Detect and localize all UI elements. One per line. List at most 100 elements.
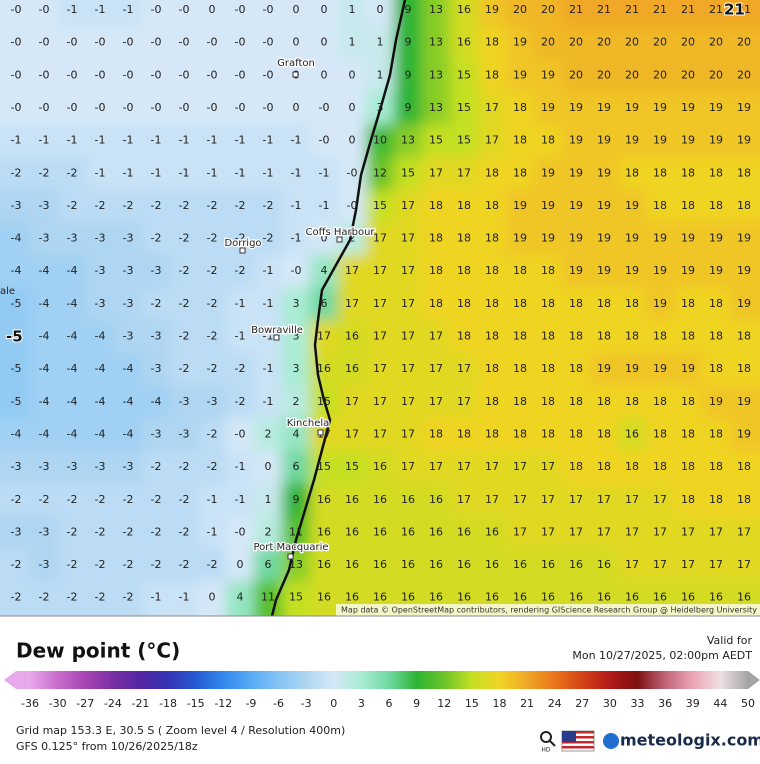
grid-value: 18	[541, 264, 555, 277]
field-cell	[58, 0, 87, 28]
field-cell	[114, 124, 143, 158]
grid-value: -0	[263, 101, 274, 114]
grid-value: 18	[653, 460, 667, 473]
grid-value: 0	[377, 3, 384, 16]
grid-value: 17	[709, 525, 723, 538]
grid-value: -1	[123, 3, 134, 16]
field-cell	[366, 254, 395, 289]
grid-value: 18	[457, 427, 471, 440]
field-cell	[198, 254, 227, 289]
search-icon[interactable]: HD	[540, 731, 556, 754]
grid-value: 0	[321, 232, 328, 245]
grid-value: 18	[569, 427, 583, 440]
grid-value: 17	[653, 525, 667, 538]
place-label: Port Macquarie	[253, 542, 328, 553]
field	[0, 0, 760, 616]
grid-value: 18	[597, 330, 611, 343]
grid-value: -1	[263, 330, 274, 343]
grid-value: -1	[263, 166, 274, 179]
field-cell	[58, 26, 87, 60]
place-label: Dorrigo	[224, 238, 261, 249]
field-cell	[142, 0, 171, 28]
field-cell	[618, 189, 647, 224]
field-cell	[702, 0, 731, 28]
grid-value: -3	[123, 232, 134, 245]
place-marker	[336, 236, 343, 243]
field-cell	[590, 516, 619, 550]
grid-value: -2	[207, 297, 218, 310]
grid-value: -5	[11, 330, 22, 343]
grid-value: 20	[653, 36, 667, 49]
field-cell	[226, 156, 255, 191]
grid-value: 17	[373, 264, 387, 277]
grid-value: 18	[709, 330, 723, 343]
grid-value: 2	[265, 525, 272, 538]
colorbar-label: 3	[358, 697, 365, 710]
field-cell	[282, 189, 311, 224]
grid-value: 15	[401, 166, 415, 179]
field-cell	[142, 124, 171, 158]
grid-value: -2	[179, 525, 190, 538]
grid-value: -2	[235, 232, 246, 245]
field-cell	[30, 222, 59, 256]
flag-us[interactable]	[561, 730, 595, 752]
brand[interactable]: meteologix.com	[620, 731, 760, 750]
grid-value: -2	[179, 297, 190, 310]
grid-value: -0	[39, 36, 50, 49]
field-cell	[142, 189, 171, 224]
field-cell	[226, 483, 255, 518]
grid-value: 16	[401, 525, 415, 538]
grid-value: 1	[265, 493, 272, 506]
grid-value: -0	[263, 68, 274, 81]
field-cell	[0, 320, 31, 354]
field-cell	[478, 222, 507, 256]
grid-value: 19	[653, 101, 667, 114]
colorbar-label: -27	[76, 697, 94, 710]
grid-value: 18	[653, 166, 667, 179]
grid-value: 17	[401, 362, 415, 375]
field-cell	[562, 58, 591, 93]
field-cell	[366, 287, 395, 322]
attribution: Map data © OpenStreetMap contributors, r…	[341, 606, 757, 615]
colorbar-label: 50	[741, 697, 755, 710]
field-cell	[30, 124, 59, 158]
field-cell	[142, 483, 171, 518]
field-cell	[730, 26, 760, 60]
field-cell	[226, 548, 255, 583]
grid-value: 18	[429, 232, 443, 245]
field-cell	[394, 450, 423, 485]
grid-value: 16	[709, 591, 723, 604]
grid-value: 19	[653, 362, 667, 375]
field-cell	[254, 156, 283, 191]
grid-value: -2	[151, 460, 162, 473]
field-cell	[142, 58, 171, 93]
grid-value: -1	[151, 134, 162, 147]
grid-value: 21	[709, 3, 723, 16]
grid-value: -3	[95, 297, 106, 310]
field-cell	[730, 287, 760, 322]
colorbar-label: -6	[273, 697, 284, 710]
grid-value: 17	[513, 460, 527, 473]
grid-value: 17	[457, 395, 471, 408]
field-cell	[310, 58, 339, 93]
field-cell	[114, 58, 143, 93]
grid-value: -3	[39, 525, 50, 538]
field-cell	[0, 124, 31, 158]
grid-value: 13	[429, 36, 443, 49]
field-cell	[58, 418, 87, 452]
field-cell	[646, 320, 675, 354]
field-cell	[170, 352, 199, 387]
field-cell	[562, 222, 591, 256]
grid-value: 19	[569, 199, 583, 212]
grid-value: 18	[737, 460, 751, 473]
grid-value: -2	[95, 199, 106, 212]
grid-value: 18	[513, 264, 527, 277]
grid-value: 18	[485, 36, 499, 49]
field-cell	[366, 222, 395, 256]
grid-value: -1	[263, 134, 274, 147]
field-cell	[730, 156, 760, 191]
field-cell	[198, 222, 227, 256]
colorbar-label: -9	[245, 697, 256, 710]
field-cell	[282, 0, 311, 28]
field-cell	[310, 156, 339, 191]
